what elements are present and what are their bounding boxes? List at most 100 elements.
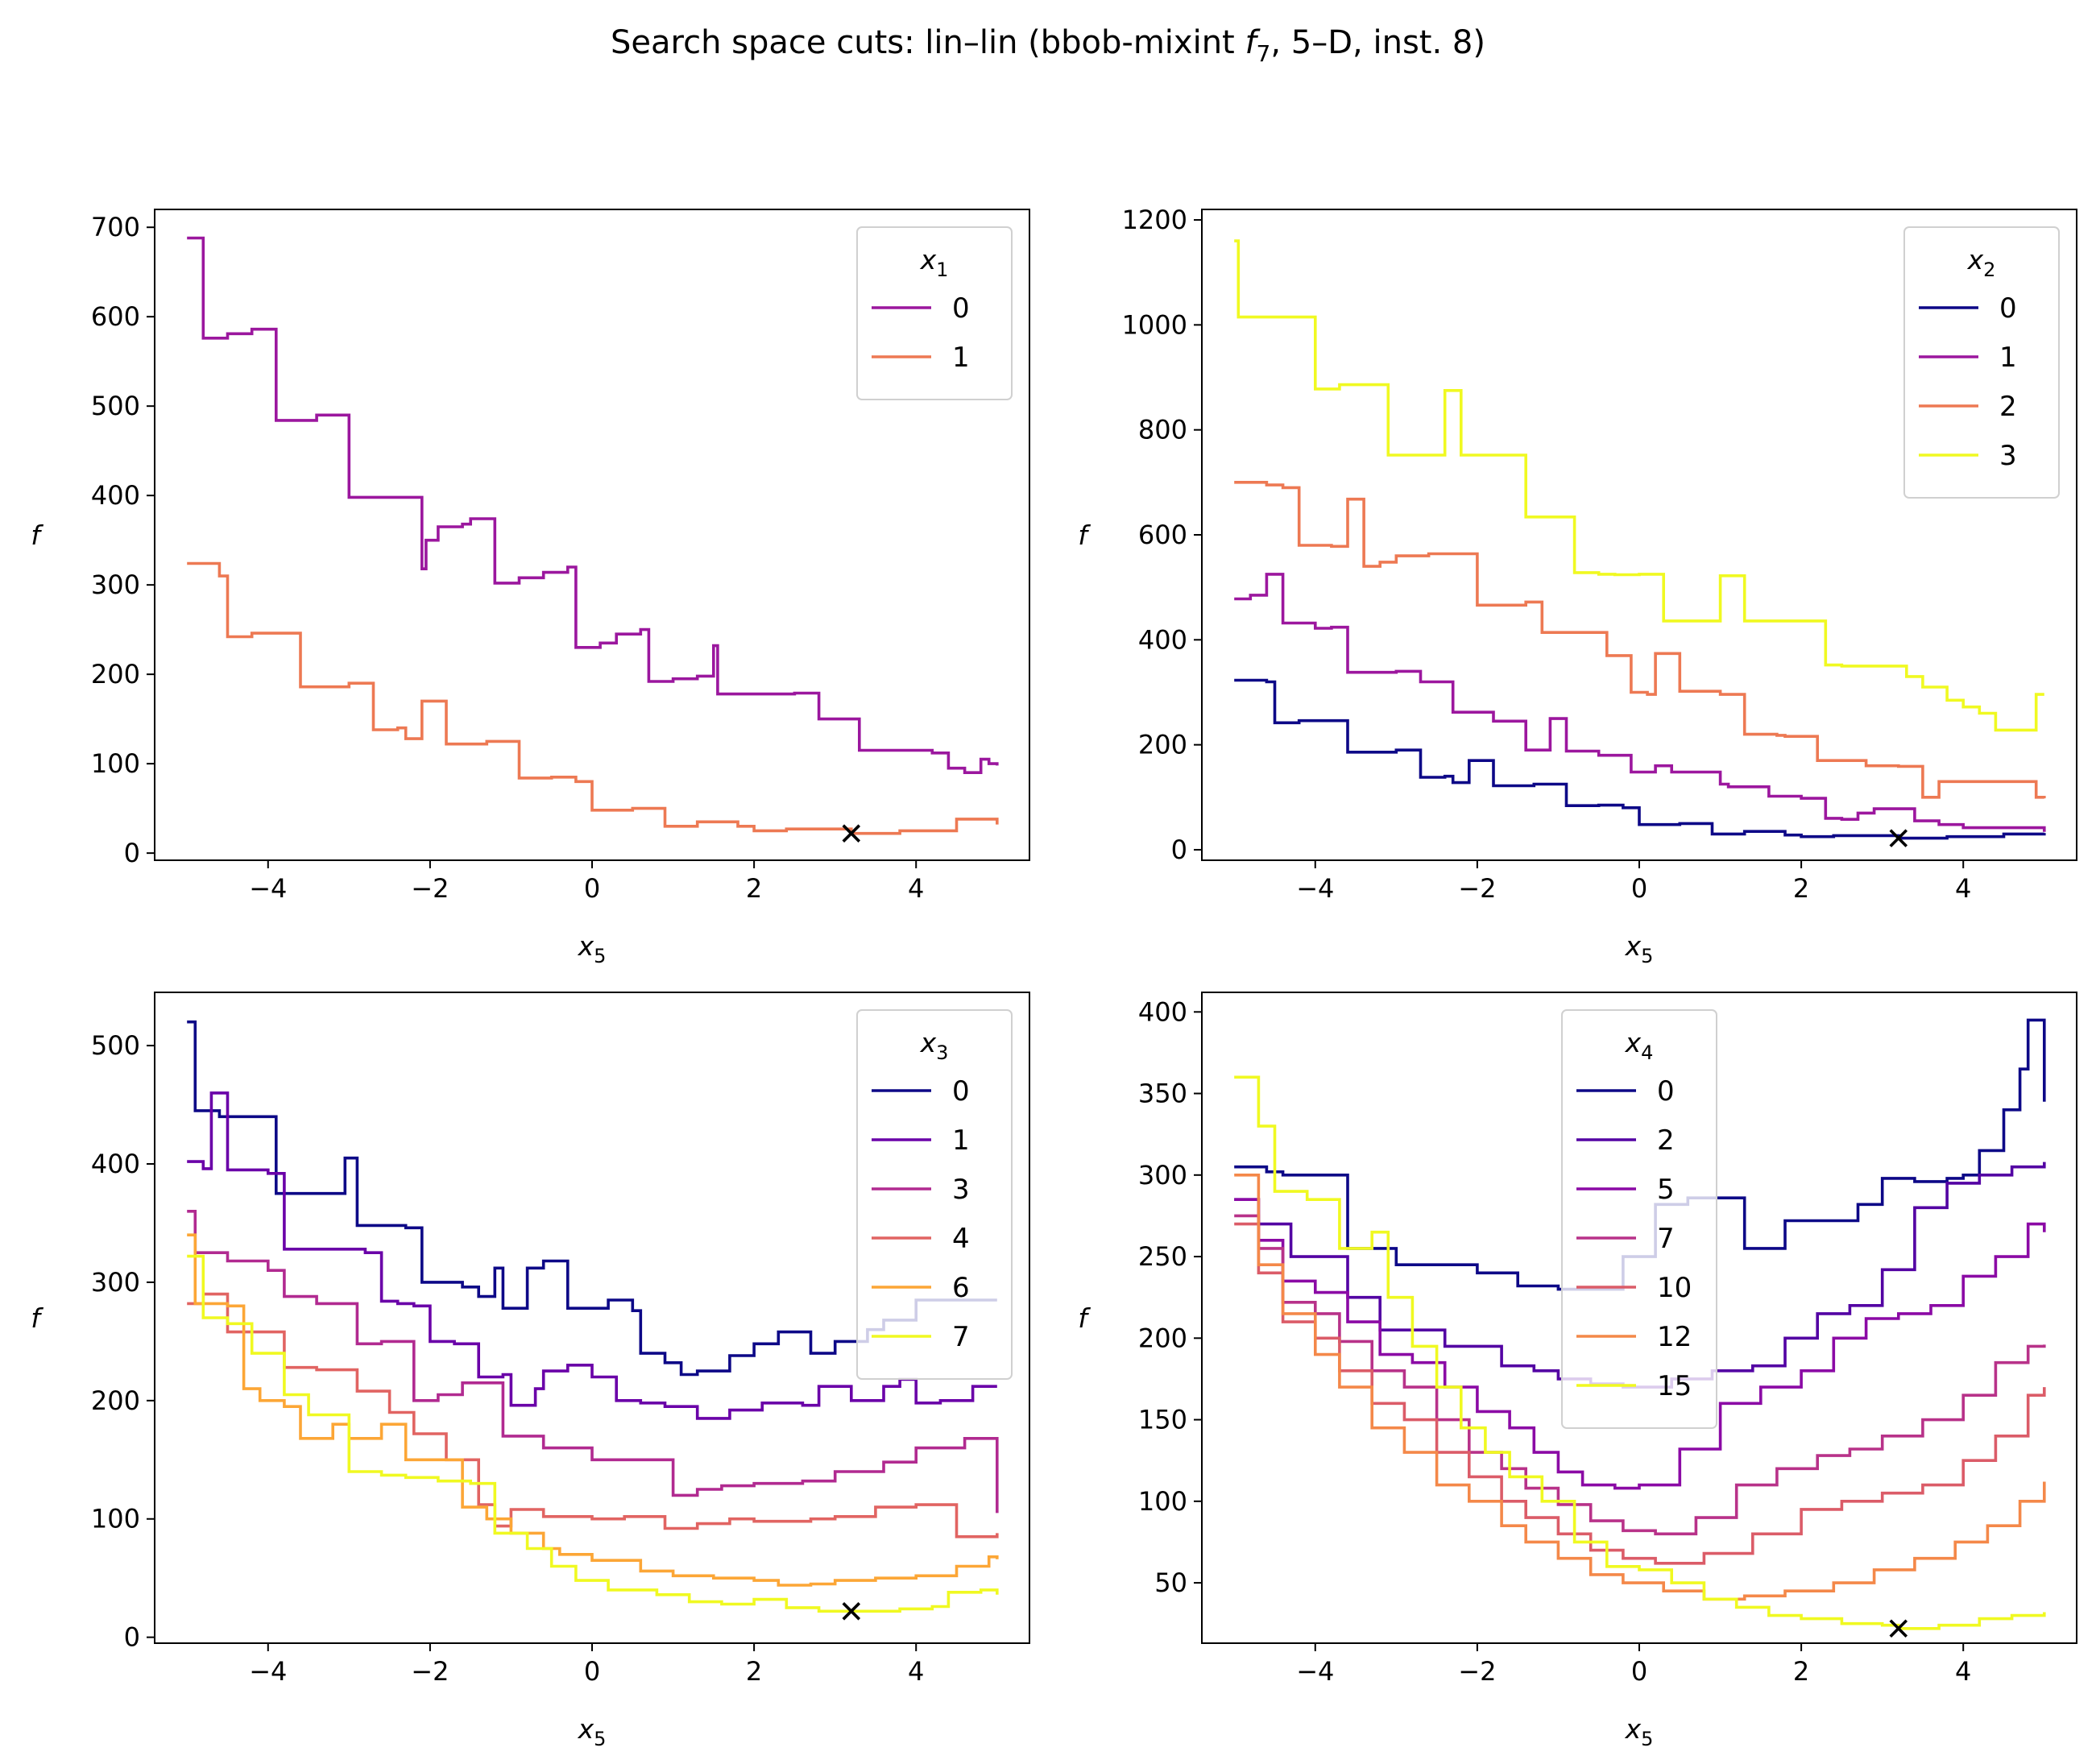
series-line-6 [187, 1233, 999, 1587]
legend: x20 1 2 3 [1903, 226, 2060, 499]
y-axis-label: f [31, 1302, 43, 1334]
legend-entry-1: 1 [952, 342, 970, 374]
legend-box [1903, 226, 2060, 499]
x-tick-label: 4 [1955, 873, 1971, 904]
y-tick-label: 200 [1138, 730, 1187, 760]
x-axis-label: x5 [578, 1713, 607, 1750]
x-axis-label: x5 [1625, 930, 1654, 967]
x-tick-label: 2 [746, 873, 762, 904]
x-tick-label: −2 [1458, 873, 1496, 904]
y-tick-label: 400 [1138, 624, 1187, 655]
y-tick-label: 0 [1171, 834, 1187, 865]
y-tick-label: 500 [91, 1030, 140, 1061]
legend-entry-0: 0 [952, 292, 970, 325]
series-line-4 [187, 1292, 999, 1538]
series-line-3 [1234, 239, 2044, 732]
x-tick-label: 0 [1631, 1656, 1647, 1687]
series-line-2 [1234, 481, 2046, 799]
legend-entry-1: 1 [952, 1124, 970, 1157]
x-tick-label: 0 [584, 1656, 600, 1687]
legend-entry-1: 1 [1999, 342, 2017, 374]
legend-entry-5: 5 [1657, 1174, 1675, 1206]
series-line-1 [187, 1091, 997, 1420]
y-tick-label: 400 [91, 480, 140, 511]
y-tick-label: 600 [1138, 520, 1187, 550]
legend-entry-0: 0 [952, 1075, 970, 1108]
x-tick-label: −4 [1296, 1656, 1334, 1687]
y-tick-label: 500 [91, 391, 140, 421]
legend-title: x2 [1967, 244, 1996, 281]
legend-entry-3: 3 [1999, 440, 2017, 472]
series-group [187, 236, 999, 835]
x-tick-label: 2 [746, 1656, 762, 1687]
series-line-5 [1234, 1198, 2046, 1490]
subplot-4: −4 −2 0 2 450100150200250300350400x5fx402571… [1078, 992, 2077, 1750]
legend: x10 1 [856, 226, 1013, 400]
y-tick-label: 100 [91, 1504, 140, 1534]
series-line-3 [187, 1210, 999, 1513]
series-group [1234, 239, 2046, 840]
series-line-0 [187, 236, 999, 774]
x-tick-label: −2 [411, 1656, 449, 1687]
series-line-1 [1234, 573, 2046, 832]
figure-title: Search space cuts: lin–lin (bbob-mixint … [611, 24, 1485, 67]
y-tick-label: 1200 [1122, 205, 1187, 235]
series-line-7 [187, 1254, 999, 1613]
legend-box [856, 1009, 1013, 1380]
y-tick-label: 300 [91, 569, 140, 600]
y-tick-label: 300 [1138, 1160, 1187, 1190]
series-line-15 [1234, 1075, 2046, 1630]
x-tick-label: 4 [1955, 1656, 1971, 1687]
legend: x30 1 3 4 6 7 [856, 1009, 1013, 1380]
legend-entry-0: 0 [1999, 292, 2017, 325]
legend-title: x3 [920, 1027, 949, 1064]
x-tick-label: 4 [908, 873, 924, 904]
legend-entry-0: 0 [1657, 1075, 1675, 1108]
series-line-0 [1234, 678, 2046, 840]
optimum-marker [1889, 829, 1908, 847]
legend-entry-7: 7 [952, 1321, 970, 1353]
legend-entry-4: 4 [952, 1223, 970, 1255]
legend-title: x4 [1625, 1027, 1654, 1064]
y-tick-label: 1000 [1122, 309, 1187, 340]
x-tick-label: 4 [908, 1656, 924, 1687]
y-tick-label: 300 [91, 1267, 140, 1298]
optimum-marker [1889, 1619, 1908, 1638]
series-group [187, 1020, 999, 1613]
x-tick-label: −4 [249, 873, 287, 904]
y-axis-label: f [31, 520, 43, 551]
y-tick-label: 400 [1138, 996, 1187, 1027]
y-tick-label: 150 [1138, 1405, 1187, 1435]
y-tick-label: 50 [1154, 1567, 1187, 1598]
x-tick-label: 0 [584, 873, 600, 904]
y-tick-label: 200 [91, 659, 140, 689]
x-tick-label: −4 [1296, 873, 1334, 904]
y-tick-label: 200 [91, 1385, 140, 1416]
legend-entry-15: 15 [1657, 1370, 1692, 1402]
series-line-0 [187, 1020, 997, 1377]
x-tick-label: 0 [1631, 873, 1647, 904]
legend-entry-3: 3 [952, 1174, 970, 1206]
y-tick-label: 100 [91, 748, 140, 779]
series-line-1 [187, 561, 999, 835]
x-tick-label: −4 [249, 1656, 287, 1687]
y-tick-label: 0 [124, 1622, 140, 1653]
y-tick-label: 200 [1138, 1323, 1187, 1353]
legend-entry-10: 10 [1657, 1272, 1692, 1304]
y-tick-label: 700 [91, 212, 140, 242]
y-tick-label: 350 [1138, 1079, 1187, 1109]
legend-entry-6: 6 [952, 1272, 970, 1304]
series-line-7 [1234, 1214, 2046, 1536]
y-tick-label: 600 [91, 301, 140, 332]
y-tick-label: 0 [124, 838, 140, 868]
legend-entry-2: 2 [1657, 1124, 1675, 1157]
optimum-marker [842, 824, 861, 843]
legend-entry-12: 12 [1657, 1321, 1692, 1353]
y-axis-label: f [1078, 520, 1091, 551]
series-line-12 [1234, 1174, 2046, 1601]
legend: x40 2 5 7 10 12 15 [1561, 1009, 1717, 1429]
x-axis-label: x5 [578, 930, 607, 967]
